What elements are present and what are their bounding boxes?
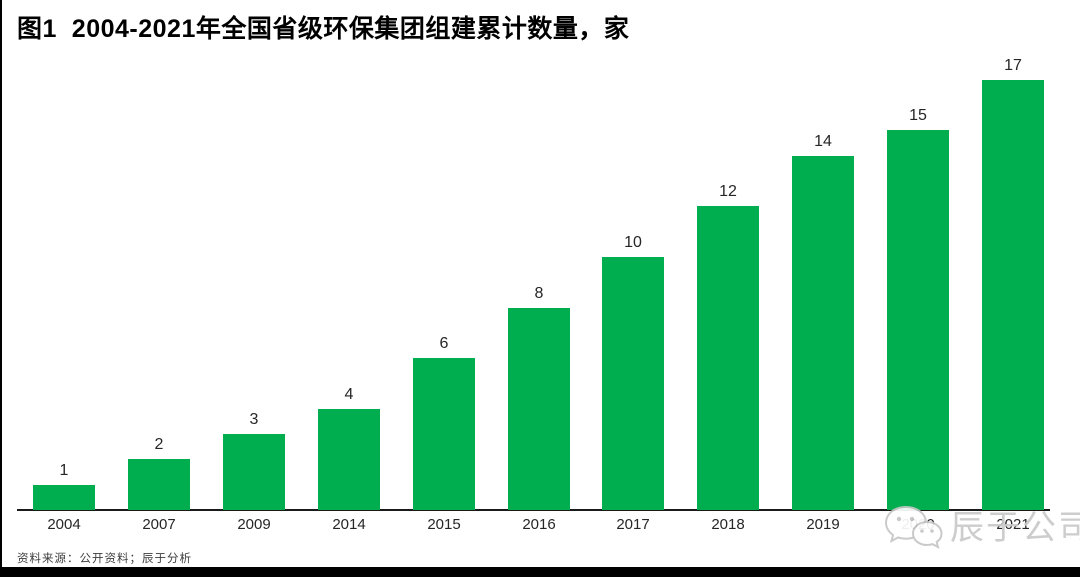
bar [982, 80, 1044, 510]
x-tick-label: 2019 [806, 516, 840, 533]
bottom-black-bar [0, 567, 1080, 577]
wechat-icon [884, 505, 943, 549]
bar-value-label: 3 [249, 411, 259, 428]
x-tick-label: 2015 [427, 516, 461, 533]
x-tick-label: 2004 [47, 516, 81, 533]
source-note: 资料来源：公开资料；辰于分析 [17, 553, 192, 565]
bar [792, 156, 854, 510]
bar [413, 358, 475, 510]
x-tick-label: 2021 [996, 516, 1030, 533]
x-tick-label: 2016 [522, 516, 556, 533]
bar-value-label: 14 [814, 133, 832, 150]
bar-value-label: 1 [59, 462, 69, 479]
x-tick-label: 2009 [237, 516, 271, 533]
left-border-line [0, 0, 2, 577]
bar [508, 308, 570, 510]
bar-value-label: 15 [909, 107, 927, 124]
bar [697, 206, 759, 510]
watermark: 辰于公司 [882, 503, 1080, 553]
bar-value-label: 4 [344, 386, 354, 403]
bar [318, 409, 380, 510]
bar-value-label: 8 [534, 285, 544, 302]
x-tick-label: 2018 [711, 516, 745, 533]
x-axis-line [17, 509, 1050, 511]
x-tick-label: 2017 [616, 516, 650, 533]
bar [223, 434, 285, 510]
watermark-text: 辰于公司 [950, 509, 1080, 547]
bar [128, 459, 190, 510]
bar [602, 257, 664, 510]
bar-value-label: 6 [439, 335, 449, 352]
bar-value-label: 10 [624, 234, 642, 251]
bar-value-label: 12 [719, 183, 737, 200]
x-tick-label: 2014 [332, 516, 366, 533]
bar-value-label: 2 [154, 436, 164, 453]
bar [33, 485, 95, 510]
bar [887, 130, 949, 510]
x-tick-label: 2007 [142, 516, 176, 533]
chart-title: 图1 2004-2021年全国省级环保集团组建累计数量，家 [17, 15, 630, 43]
bar-value-label: 17 [1004, 57, 1022, 74]
